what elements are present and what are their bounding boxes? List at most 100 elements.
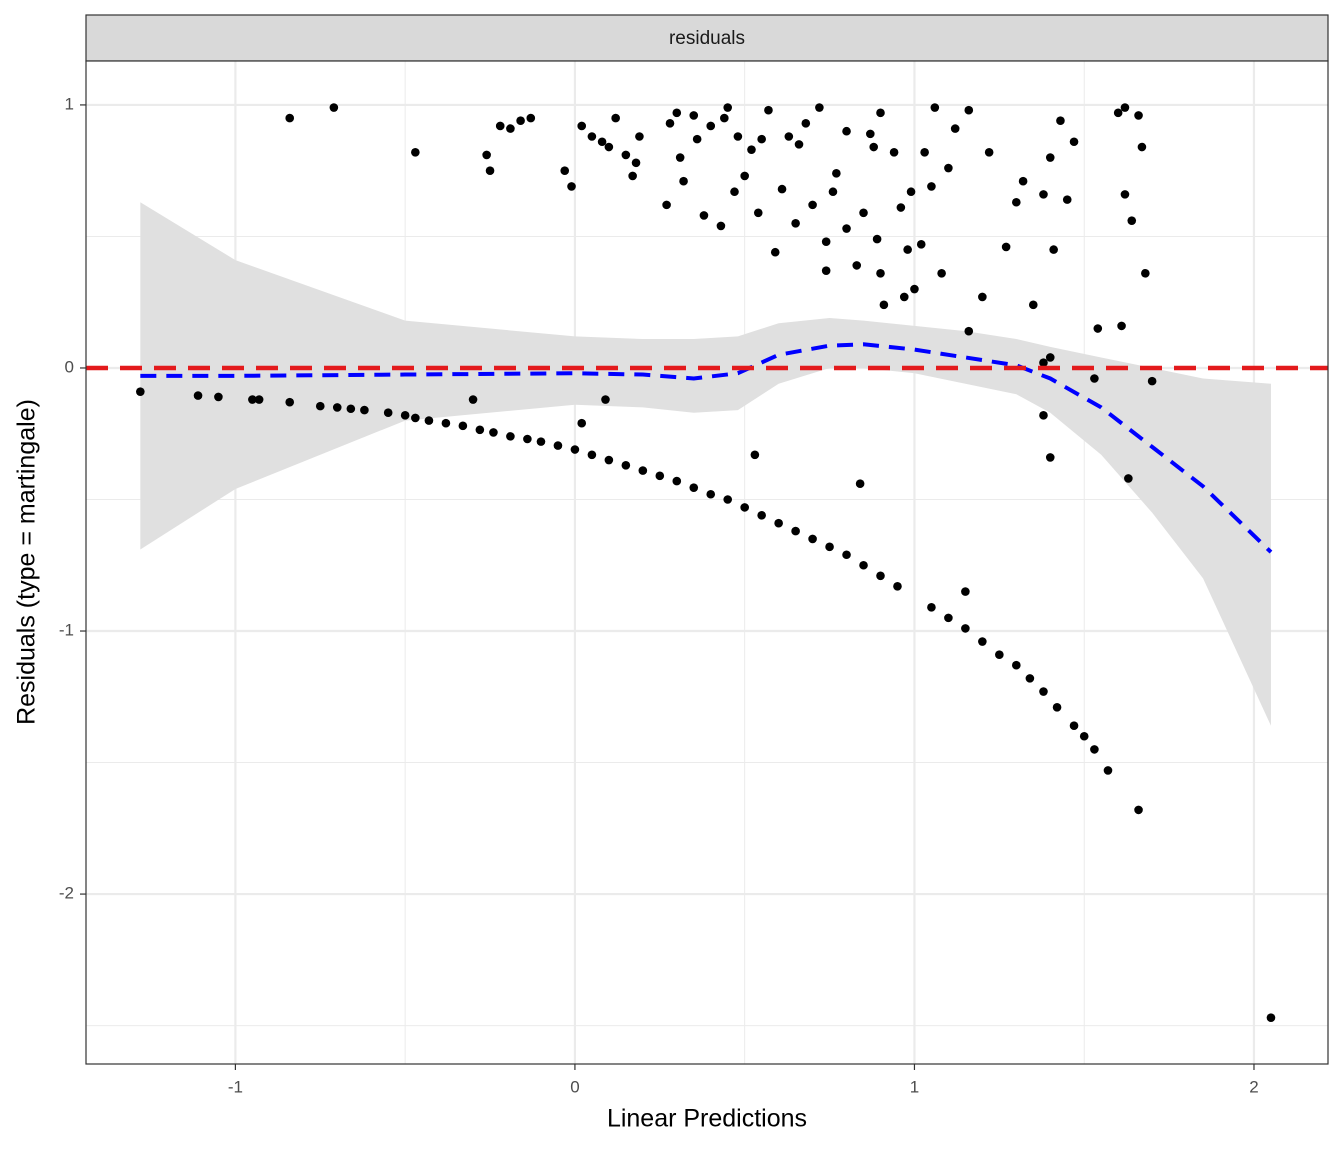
point bbox=[679, 176, 688, 186]
point bbox=[1141, 268, 1150, 278]
point bbox=[601, 395, 610, 404]
x-tick-label: 2 bbox=[1249, 1077, 1258, 1096]
point bbox=[706, 121, 716, 131]
point bbox=[506, 432, 515, 441]
point bbox=[1052, 703, 1062, 712]
point bbox=[791, 219, 800, 228]
point bbox=[842, 550, 851, 560]
point bbox=[1012, 197, 1021, 207]
point bbox=[828, 187, 838, 197]
point bbox=[920, 147, 929, 157]
point bbox=[825, 542, 834, 552]
point bbox=[723, 495, 733, 504]
point bbox=[400, 411, 410, 420]
point bbox=[1018, 176, 1028, 186]
point bbox=[910, 284, 919, 294]
point bbox=[1137, 142, 1147, 152]
point bbox=[899, 292, 909, 302]
point bbox=[662, 200, 671, 210]
point bbox=[869, 142, 879, 152]
point bbox=[995, 650, 1004, 659]
point bbox=[628, 171, 637, 181]
point bbox=[1045, 153, 1055, 162]
point bbox=[526, 113, 536, 123]
point bbox=[961, 587, 970, 596]
point bbox=[716, 221, 726, 231]
point bbox=[1069, 721, 1079, 731]
point bbox=[723, 103, 733, 112]
point bbox=[638, 466, 648, 475]
point bbox=[214, 392, 223, 402]
point bbox=[655, 471, 665, 481]
point bbox=[961, 624, 970, 633]
point bbox=[672, 108, 682, 118]
point bbox=[730, 187, 739, 197]
point bbox=[485, 166, 495, 175]
point bbox=[631, 158, 641, 168]
point bbox=[332, 403, 342, 412]
point bbox=[424, 416, 434, 425]
point bbox=[567, 182, 576, 191]
point bbox=[383, 408, 393, 417]
point bbox=[733, 132, 743, 141]
point bbox=[136, 387, 145, 396]
point bbox=[720, 113, 729, 123]
y-tick-label: -1 bbox=[59, 621, 74, 640]
point bbox=[750, 450, 760, 460]
point bbox=[889, 147, 899, 157]
point bbox=[1134, 805, 1143, 815]
point bbox=[757, 134, 766, 144]
point bbox=[699, 211, 709, 220]
x-tick-label: 1 bbox=[910, 1077, 919, 1096]
point bbox=[441, 418, 451, 428]
point bbox=[753, 208, 763, 218]
point bbox=[1039, 411, 1048, 420]
point bbox=[1124, 474, 1133, 483]
point bbox=[1127, 216, 1137, 225]
point bbox=[346, 404, 356, 414]
point bbox=[577, 418, 587, 428]
point bbox=[747, 145, 756, 154]
y-tick-label: -2 bbox=[59, 884, 74, 903]
point bbox=[553, 441, 563, 450]
point bbox=[1056, 116, 1065, 126]
point bbox=[621, 461, 631, 470]
point bbox=[1079, 731, 1089, 741]
point bbox=[1090, 374, 1099, 383]
point bbox=[523, 434, 532, 444]
point bbox=[482, 150, 491, 160]
point bbox=[675, 153, 685, 162]
point bbox=[329, 103, 339, 112]
point bbox=[801, 119, 811, 128]
point bbox=[821, 266, 831, 275]
point bbox=[1039, 358, 1048, 368]
point bbox=[852, 261, 862, 270]
strip bbox=[85, 14, 1329, 62]
point bbox=[1103, 766, 1113, 775]
point bbox=[248, 395, 257, 404]
point bbox=[285, 113, 295, 123]
point bbox=[1001, 242, 1011, 252]
confidence-ribbon bbox=[140, 202, 1271, 726]
point bbox=[927, 182, 936, 191]
smooth-line bbox=[140, 342, 1273, 554]
point bbox=[1045, 453, 1055, 462]
point bbox=[1120, 190, 1130, 199]
point bbox=[808, 534, 817, 544]
point bbox=[468, 395, 478, 404]
point bbox=[842, 126, 851, 136]
point bbox=[193, 391, 203, 400]
panel-border bbox=[85, 60, 1329, 1065]
point bbox=[597, 137, 607, 147]
point bbox=[1266, 1013, 1276, 1023]
point bbox=[842, 224, 851, 233]
point bbox=[876, 108, 885, 118]
point bbox=[672, 476, 682, 486]
y-axis-title: Residuals (type = martingale) bbox=[13, 399, 41, 725]
point bbox=[937, 268, 946, 278]
point bbox=[757, 510, 766, 520]
point bbox=[879, 300, 889, 310]
point bbox=[927, 603, 936, 612]
point bbox=[903, 245, 912, 254]
point bbox=[665, 119, 675, 128]
